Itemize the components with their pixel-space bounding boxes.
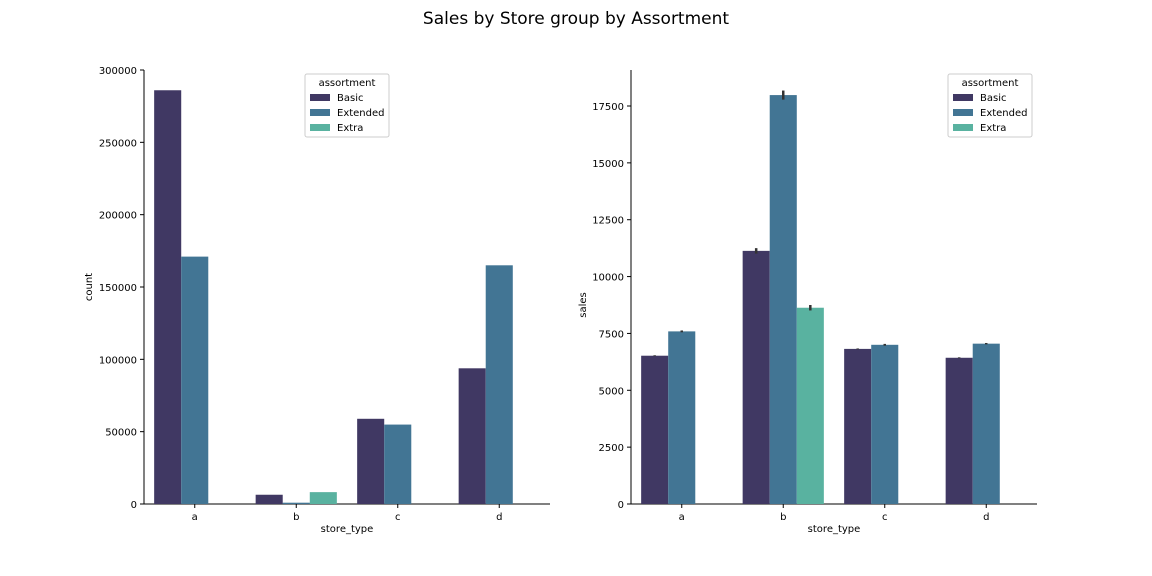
y-axis-label: sales (578, 292, 589, 317)
bar-basic-c (357, 418, 385, 504)
bar-extra-b (309, 492, 337, 504)
legend-label-extra: Extra (337, 123, 363, 134)
x-tick-label: b (293, 512, 299, 523)
y-tick-label: 0 (618, 500, 624, 511)
y-tick-label: 15000 (592, 159, 624, 170)
y-tick-label: 12500 (592, 216, 624, 227)
bar-extended-a (668, 331, 696, 504)
y-tick-label: 17500 (592, 102, 624, 113)
legend-label-basic: Basic (980, 93, 1006, 104)
x-tick-label: a (679, 512, 685, 523)
x-tick-label: a (192, 512, 198, 523)
bar-basic-d (458, 368, 486, 504)
legend-label-basic: Basic (337, 93, 363, 104)
x-axis-label: store_type (321, 524, 374, 535)
bar-basic-b (255, 494, 283, 504)
y-axis-label: count (84, 273, 95, 301)
bar-extended-d (485, 265, 513, 504)
legend-box (947, 73, 1033, 138)
y-tick-label: 50000 (105, 428, 137, 439)
y-tick-label: 100000 (99, 355, 137, 366)
bar-extended-c (384, 424, 412, 504)
bar-extended-d (972, 343, 1000, 504)
y-tick-label: 7500 (599, 329, 624, 340)
bar-extended-b (282, 502, 310, 504)
legend-label-extended: Extended (980, 108, 1028, 119)
y-tick-label: 300000 (99, 66, 137, 77)
y-tick-label: 2500 (599, 443, 624, 454)
legend-swatch-basic (310, 94, 330, 101)
bar-extended-a (181, 256, 209, 504)
legend-label-extended: Extended (337, 108, 385, 119)
bar-extended-b (769, 95, 797, 504)
legend-box (304, 73, 390, 138)
legend-title: assortment (319, 78, 376, 89)
bar-basic-a (641, 355, 669, 504)
bar-basic-d (945, 357, 973, 504)
legend-swatch-basic (953, 94, 973, 101)
x-axis-label: store_type (808, 524, 861, 535)
legend-label-extra: Extra (980, 123, 1006, 134)
y-tick-label: 250000 (99, 138, 137, 149)
legend-swatch-extended (310, 109, 330, 116)
bar-basic-a (154, 90, 182, 505)
legend-swatch-extra (310, 124, 330, 131)
x-tick-label: d (496, 512, 502, 523)
figure-title: Sales by Store group by Assortment (422, 9, 730, 29)
x-tick-label: d (983, 512, 989, 523)
x-tick-label: b (780, 512, 786, 523)
y-tick-label: 10000 (592, 273, 624, 284)
y-tick-label: 200000 (99, 211, 137, 222)
y-tick-label: 0 (131, 500, 137, 511)
bar-basic-b (742, 250, 770, 504)
y-tick-label: 150000 (99, 283, 137, 294)
bar-extra-b (796, 307, 824, 504)
legend-swatch-extra (953, 124, 973, 131)
bar-basic-c (844, 348, 872, 504)
x-tick-label: c (395, 512, 401, 523)
y-tick-label: 5000 (599, 386, 624, 397)
legend-title: assortment (962, 78, 1019, 89)
legend-swatch-extended (953, 109, 973, 116)
x-tick-label: c (882, 512, 888, 523)
bar-extended-c (871, 344, 899, 504)
